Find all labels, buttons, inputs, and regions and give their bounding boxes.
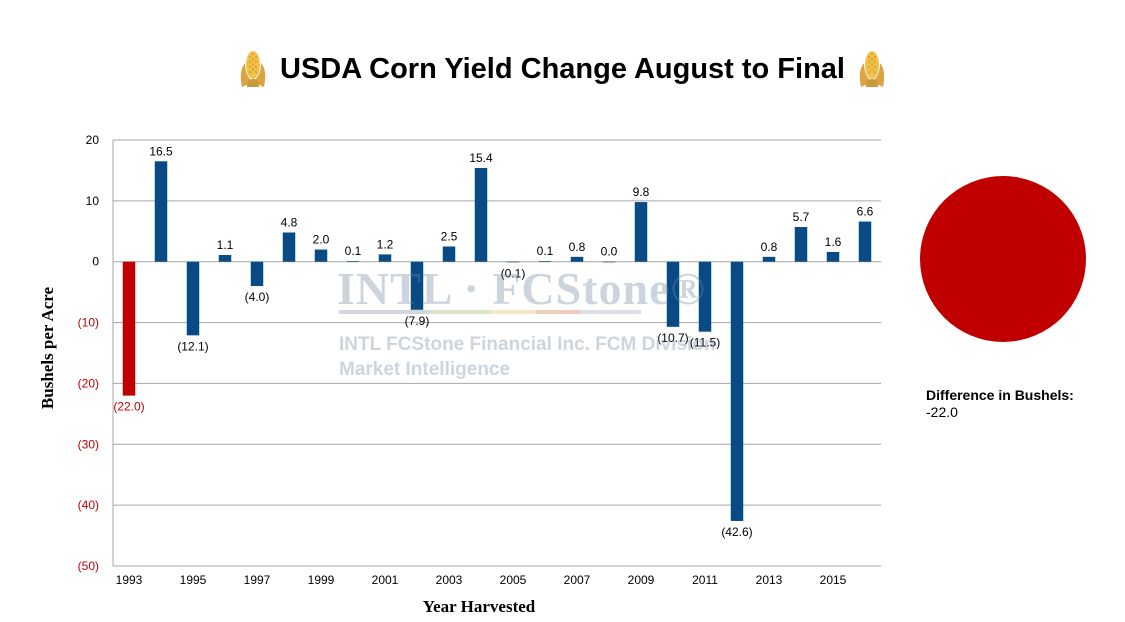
x-tick-label: 1995 — [180, 573, 207, 587]
bar — [858, 221, 872, 262]
bar — [826, 251, 840, 262]
data-label: 9.8 — [633, 185, 650, 199]
data-label: 4.8 — [281, 216, 298, 230]
corn-icon — [240, 51, 266, 87]
bar — [122, 261, 136, 396]
bar — [282, 232, 296, 262]
difference-label: Difference in Bushels: — [926, 387, 1074, 403]
watermark-logo: INTL · FCStone® — [337, 263, 706, 314]
bar — [410, 261, 424, 310]
bar — [346, 261, 360, 262]
bar — [506, 261, 520, 263]
x-tick-label: 2015 — [820, 573, 847, 587]
bar — [154, 161, 168, 262]
data-label: (22.0) — [113, 400, 144, 414]
data-label: (0.1) — [501, 266, 526, 280]
data-label: (11.5) — [690, 336, 720, 350]
chart-title: USDA Corn Yield Change August to Final — [280, 52, 845, 85]
bars — [122, 161, 872, 521]
corn-icon — [859, 51, 885, 87]
x-tick-label: 2011 — [692, 573, 718, 587]
x-tick-label: 1997 — [244, 573, 271, 587]
data-label: 1.6 — [825, 235, 842, 249]
y-tick-label: 20 — [86, 133, 100, 147]
bar — [794, 227, 808, 262]
bar — [602, 261, 616, 263]
x-tick-label: 2009 — [628, 573, 655, 587]
data-label: 2.5 — [441, 230, 458, 244]
data-label: 0.1 — [537, 244, 554, 258]
watermark: INTL · FCStone® INTL FCStone Financial I… — [337, 262, 716, 382]
bar — [186, 261, 200, 336]
x-axis-title: Year Harvested — [423, 597, 536, 616]
data-label: (12.1) — [177, 339, 208, 353]
data-label: 16.5 — [149, 144, 173, 158]
bar — [762, 256, 776, 262]
grid-lines — [112, 139, 881, 567]
data-label: 15.4 — [469, 151, 493, 165]
data-label: 0.8 — [761, 240, 778, 254]
y-tick-label: (40) — [78, 498, 99, 512]
x-tick-label: 2001 — [372, 573, 399, 587]
bar — [378, 254, 392, 262]
bar — [442, 246, 456, 262]
x-tick-label: 1993 — [116, 573, 143, 587]
data-label: 0.8 — [569, 240, 586, 254]
title-row: USDA Corn Yield Change August to Final — [0, 44, 1125, 94]
watermark-line-2: Market Intelligence — [339, 359, 511, 380]
y-tick-label: (30) — [78, 437, 99, 451]
data-label: (7.9) — [405, 314, 430, 328]
data-label: 1.1 — [217, 238, 234, 252]
bar — [218, 255, 232, 262]
y-tick-label: 0 — [92, 255, 99, 269]
y-axis-title: Bushels per Acre — [38, 286, 57, 409]
y-tick-label: (10) — [78, 316, 99, 330]
y-tick-label: (50) — [78, 559, 99, 573]
bar — [730, 261, 744, 521]
data-label: 0.0 — [601, 245, 618, 259]
data-label: 0.1 — [345, 244, 362, 258]
y-tick-label: (20) — [78, 376, 99, 390]
x-tick-label: 2013 — [756, 573, 783, 587]
x-tick-label: 2007 — [564, 573, 591, 587]
x-tick-label: 1999 — [308, 573, 335, 587]
data-label: 1.2 — [377, 237, 394, 251]
watermark-line-1: INTL FCStone Financial Inc. FCM Division — [339, 334, 716, 355]
data-label: (4.0) — [245, 290, 270, 304]
data-label: (42.6) — [721, 525, 752, 539]
bar — [250, 261, 264, 287]
bar — [474, 167, 488, 262]
bar — [634, 202, 648, 262]
bar — [698, 261, 712, 332]
y-tick-label: 10 — [86, 194, 100, 208]
x-tick-label: 2005 — [500, 573, 527, 587]
difference-indicator-circle — [920, 176, 1086, 342]
x-tick-label: 2003 — [436, 573, 463, 587]
difference-value: -22.0 — [926, 404, 958, 420]
data-label: 2.0 — [313, 233, 330, 247]
bar — [666, 261, 680, 327]
axis-ticks: 20 10 0 (10) (20) (30) (40) (50) 1993 1995 1997 199… — [78, 133, 847, 587]
data-labels: (22.0) 16.5 (12.1) 1.1 (4.0) 4.8 2.0 0.1 1.2 (7.9… — [113, 144, 873, 539]
data-label: 5.7 — [793, 210, 810, 224]
data-label: (10.7) — [657, 331, 688, 345]
data-label: 6.6 — [857, 205, 874, 219]
bar — [538, 261, 552, 262]
bar — [314, 249, 328, 262]
watermark-stripe — [339, 310, 641, 314]
bar — [570, 256, 584, 262]
